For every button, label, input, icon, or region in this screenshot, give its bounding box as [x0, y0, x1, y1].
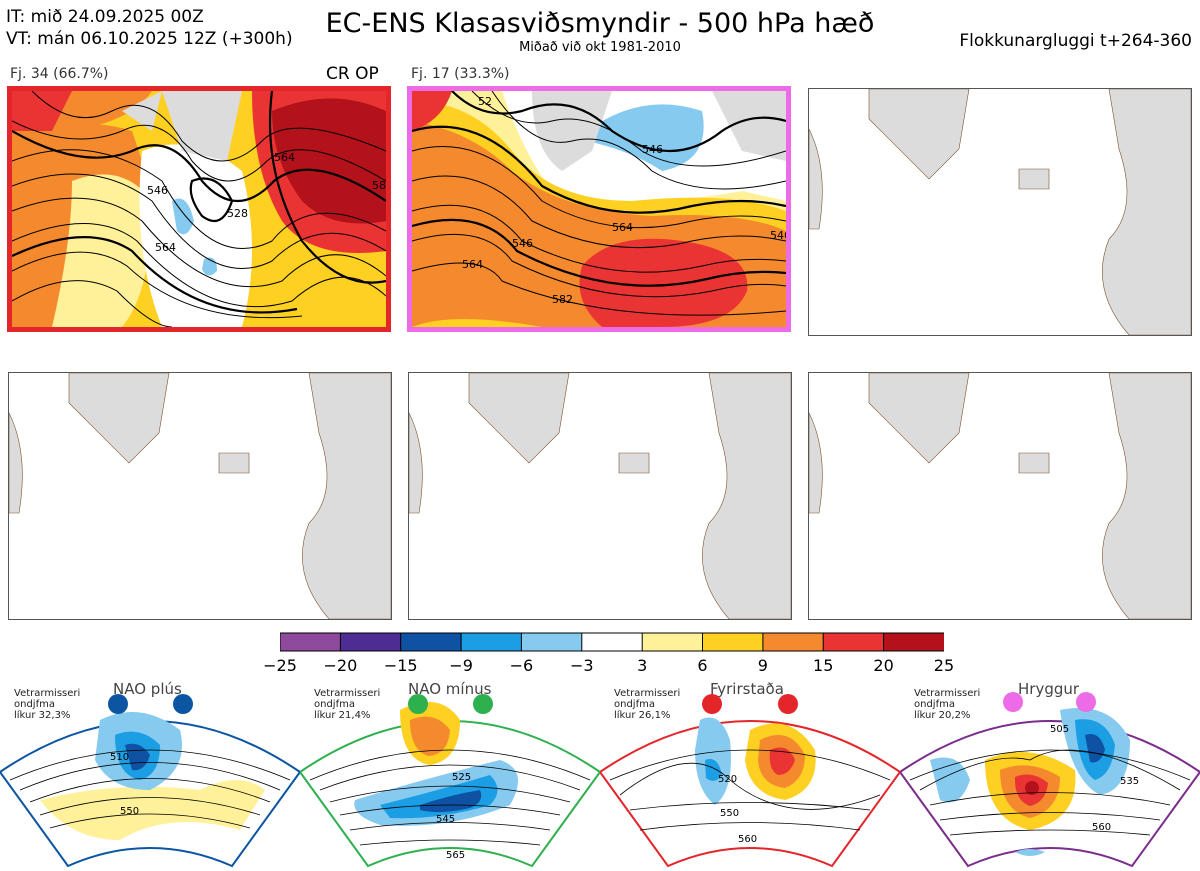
regime-dot — [778, 694, 798, 714]
regime-dot — [473, 694, 493, 714]
contour-label: 582 — [552, 293, 573, 306]
empty-map-6 — [808, 372, 1192, 620]
colorbar-tick-label: 20 — [873, 656, 894, 675]
colorbar-swatch — [339, 632, 402, 652]
regime-dot — [173, 694, 193, 714]
page-title: EC-ENS Klasasviðsmyndir - 500 hPa hæð — [325, 8, 875, 39]
regime-dot — [108, 694, 128, 714]
contour-label: 550 — [720, 808, 739, 819]
contour-label: 546 — [770, 229, 786, 242]
cluster-map-2: 546 564 582 564 546 52 546 — [407, 86, 791, 332]
colorbar-swatch — [280, 632, 342, 652]
run-info: IT: mið 24.09.2025 00Z VT: mán 06.10.202… — [6, 6, 293, 50]
regime-title: NAO plús — [113, 680, 182, 698]
initial-time: IT: mið 24.09.2025 00Z — [6, 7, 204, 27]
empty-map-4 — [8, 372, 392, 620]
colorbar-tick-label: 3 — [637, 656, 648, 675]
colorbar — [280, 632, 944, 652]
contour-label: 560 — [738, 834, 757, 845]
regime-dot — [702, 694, 722, 714]
colorbar-swatch — [822, 632, 885, 652]
contour-label: 520 — [718, 774, 737, 785]
regime-nao-plus: 510 550 NAO plús Vetrarmisseri ondjfma l… — [0, 680, 300, 871]
colorbar-tick-label: −25 — [263, 656, 297, 675]
colorbar-tick-label: 25 — [933, 656, 955, 675]
contour-label: 545 — [436, 814, 455, 825]
colorbar-tick-label: 6 — [697, 656, 708, 675]
contour-label: 505 — [1050, 724, 1069, 735]
cluster-map-1: 546 564 528 564 58 — [7, 86, 391, 332]
colorbar-tick-label: −15 — [383, 656, 418, 675]
regime-hryggur: 505 535 560 Hryggur Vetrarmisseri ondjfm… — [900, 680, 1200, 871]
contour-label: 564 — [274, 151, 295, 164]
colorbar-swatch — [520, 632, 583, 652]
colorbar-tick-label: −9 — [449, 656, 473, 675]
regime-info: Vetrarmisseri ondjfma líkur 26,1% — [614, 688, 681, 721]
regime-title: NAO mínus — [408, 680, 492, 698]
regime-nao-minus: 525 545 565 NAO mínus Vetrarmisseri ondj… — [300, 680, 600, 871]
colorbar-swatch — [460, 632, 523, 652]
regime-dot — [408, 694, 428, 714]
colorbar-swatch — [400, 632, 463, 652]
valid-time: VT: mán 06.10.2025 12Z (+300h) — [6, 29, 293, 49]
contour-label: 564 — [155, 241, 176, 254]
contour-label: 546 — [512, 237, 533, 250]
colorbar-swatch — [581, 632, 644, 652]
cluster-1-tag: CR OP — [326, 64, 379, 84]
contour-label: 546 — [642, 143, 663, 156]
colorbar-swatch — [702, 632, 764, 652]
regime-title: Fyrirstaða — [710, 680, 784, 698]
regime-info: Vetrarmisseri ondjfma líkur 21,4% — [314, 688, 381, 721]
colorbar-tick-label: 15 — [813, 656, 834, 675]
colorbar-swatch — [641, 632, 704, 652]
colorbar-tick-label: −3 — [570, 656, 594, 675]
colorbar-tick-label: −6 — [509, 656, 534, 675]
contour-label: 550 — [120, 806, 139, 817]
contour-label: 560 — [1092, 822, 1111, 833]
cluster-1-label: Fj. 34 (66.7%) — [10, 66, 109, 82]
regime-info: Vetrarmisseri ondjfma líkur 20,2% — [914, 688, 981, 721]
contour-label: 535 — [1120, 776, 1139, 787]
empty-map-3 — [808, 88, 1192, 336]
colorbar-swatch — [883, 632, 944, 652]
colorbar-tick-label: −20 — [323, 656, 358, 675]
contour-label: 510 — [110, 752, 129, 763]
regime-info: Vetrarmisseri ondjfma líkur 32,3% — [14, 688, 81, 721]
contour-label: 58 — [372, 179, 386, 192]
page-subtitle: Miðað við okt 1981-2010 — [519, 40, 681, 55]
colorbar-swatch — [762, 632, 825, 652]
contour-label: 525 — [452, 772, 471, 783]
contour-label: 546 — [147, 184, 168, 197]
contour-label: 564 — [612, 221, 633, 234]
classification-window: Flokkunargluggi t+264-360 — [959, 31, 1192, 51]
empty-map-5 — [408, 372, 792, 620]
contour-label: 528 — [227, 207, 248, 220]
regime-fyrirstada: 520 550 560 Fyrirstaða Vetrarmisseri ond… — [600, 680, 900, 871]
contour-label: 565 — [446, 850, 465, 861]
regime-dot — [1003, 692, 1023, 712]
contour-label: 52 — [478, 95, 492, 108]
colorbar-tick-label: 9 — [757, 656, 768, 675]
regime-title: Hryggur — [1018, 680, 1080, 698]
contour-label: 564 — [462, 258, 483, 271]
cluster-2-label: Fj. 17 (33.3%) — [411, 66, 510, 82]
regime-dot — [1076, 692, 1096, 712]
